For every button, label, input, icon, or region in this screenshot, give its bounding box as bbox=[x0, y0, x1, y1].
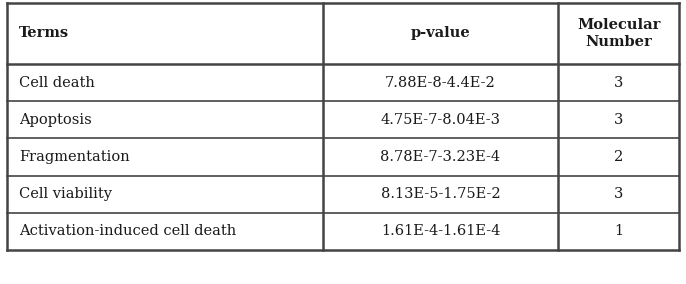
Text: 1: 1 bbox=[614, 224, 623, 238]
Text: 3: 3 bbox=[614, 113, 624, 127]
Text: 3: 3 bbox=[614, 187, 624, 201]
Text: p-value: p-value bbox=[411, 26, 471, 40]
Text: 3: 3 bbox=[614, 76, 624, 89]
Text: 2: 2 bbox=[614, 150, 624, 164]
Text: 8.78E-7-3.23E-4: 8.78E-7-3.23E-4 bbox=[381, 150, 501, 164]
Text: Fragmentation: Fragmentation bbox=[19, 150, 130, 164]
Text: 1.61E-4-1.61E-4: 1.61E-4-1.61E-4 bbox=[381, 224, 500, 238]
Text: Apoptosis: Apoptosis bbox=[19, 113, 92, 127]
Text: Terms: Terms bbox=[19, 26, 69, 40]
Text: 4.75E-7-8.04E-3: 4.75E-7-8.04E-3 bbox=[381, 113, 501, 127]
Text: 7.88E-8-4.4E-2: 7.88E-8-4.4E-2 bbox=[385, 76, 496, 89]
Text: 8.13E-5-1.75E-2: 8.13E-5-1.75E-2 bbox=[381, 187, 500, 201]
Text: Cell viability: Cell viability bbox=[19, 187, 113, 201]
Text: Molecular
Number: Molecular Number bbox=[577, 18, 661, 49]
Text: Cell death: Cell death bbox=[19, 76, 95, 89]
Text: Activation-induced cell death: Activation-induced cell death bbox=[19, 224, 237, 238]
